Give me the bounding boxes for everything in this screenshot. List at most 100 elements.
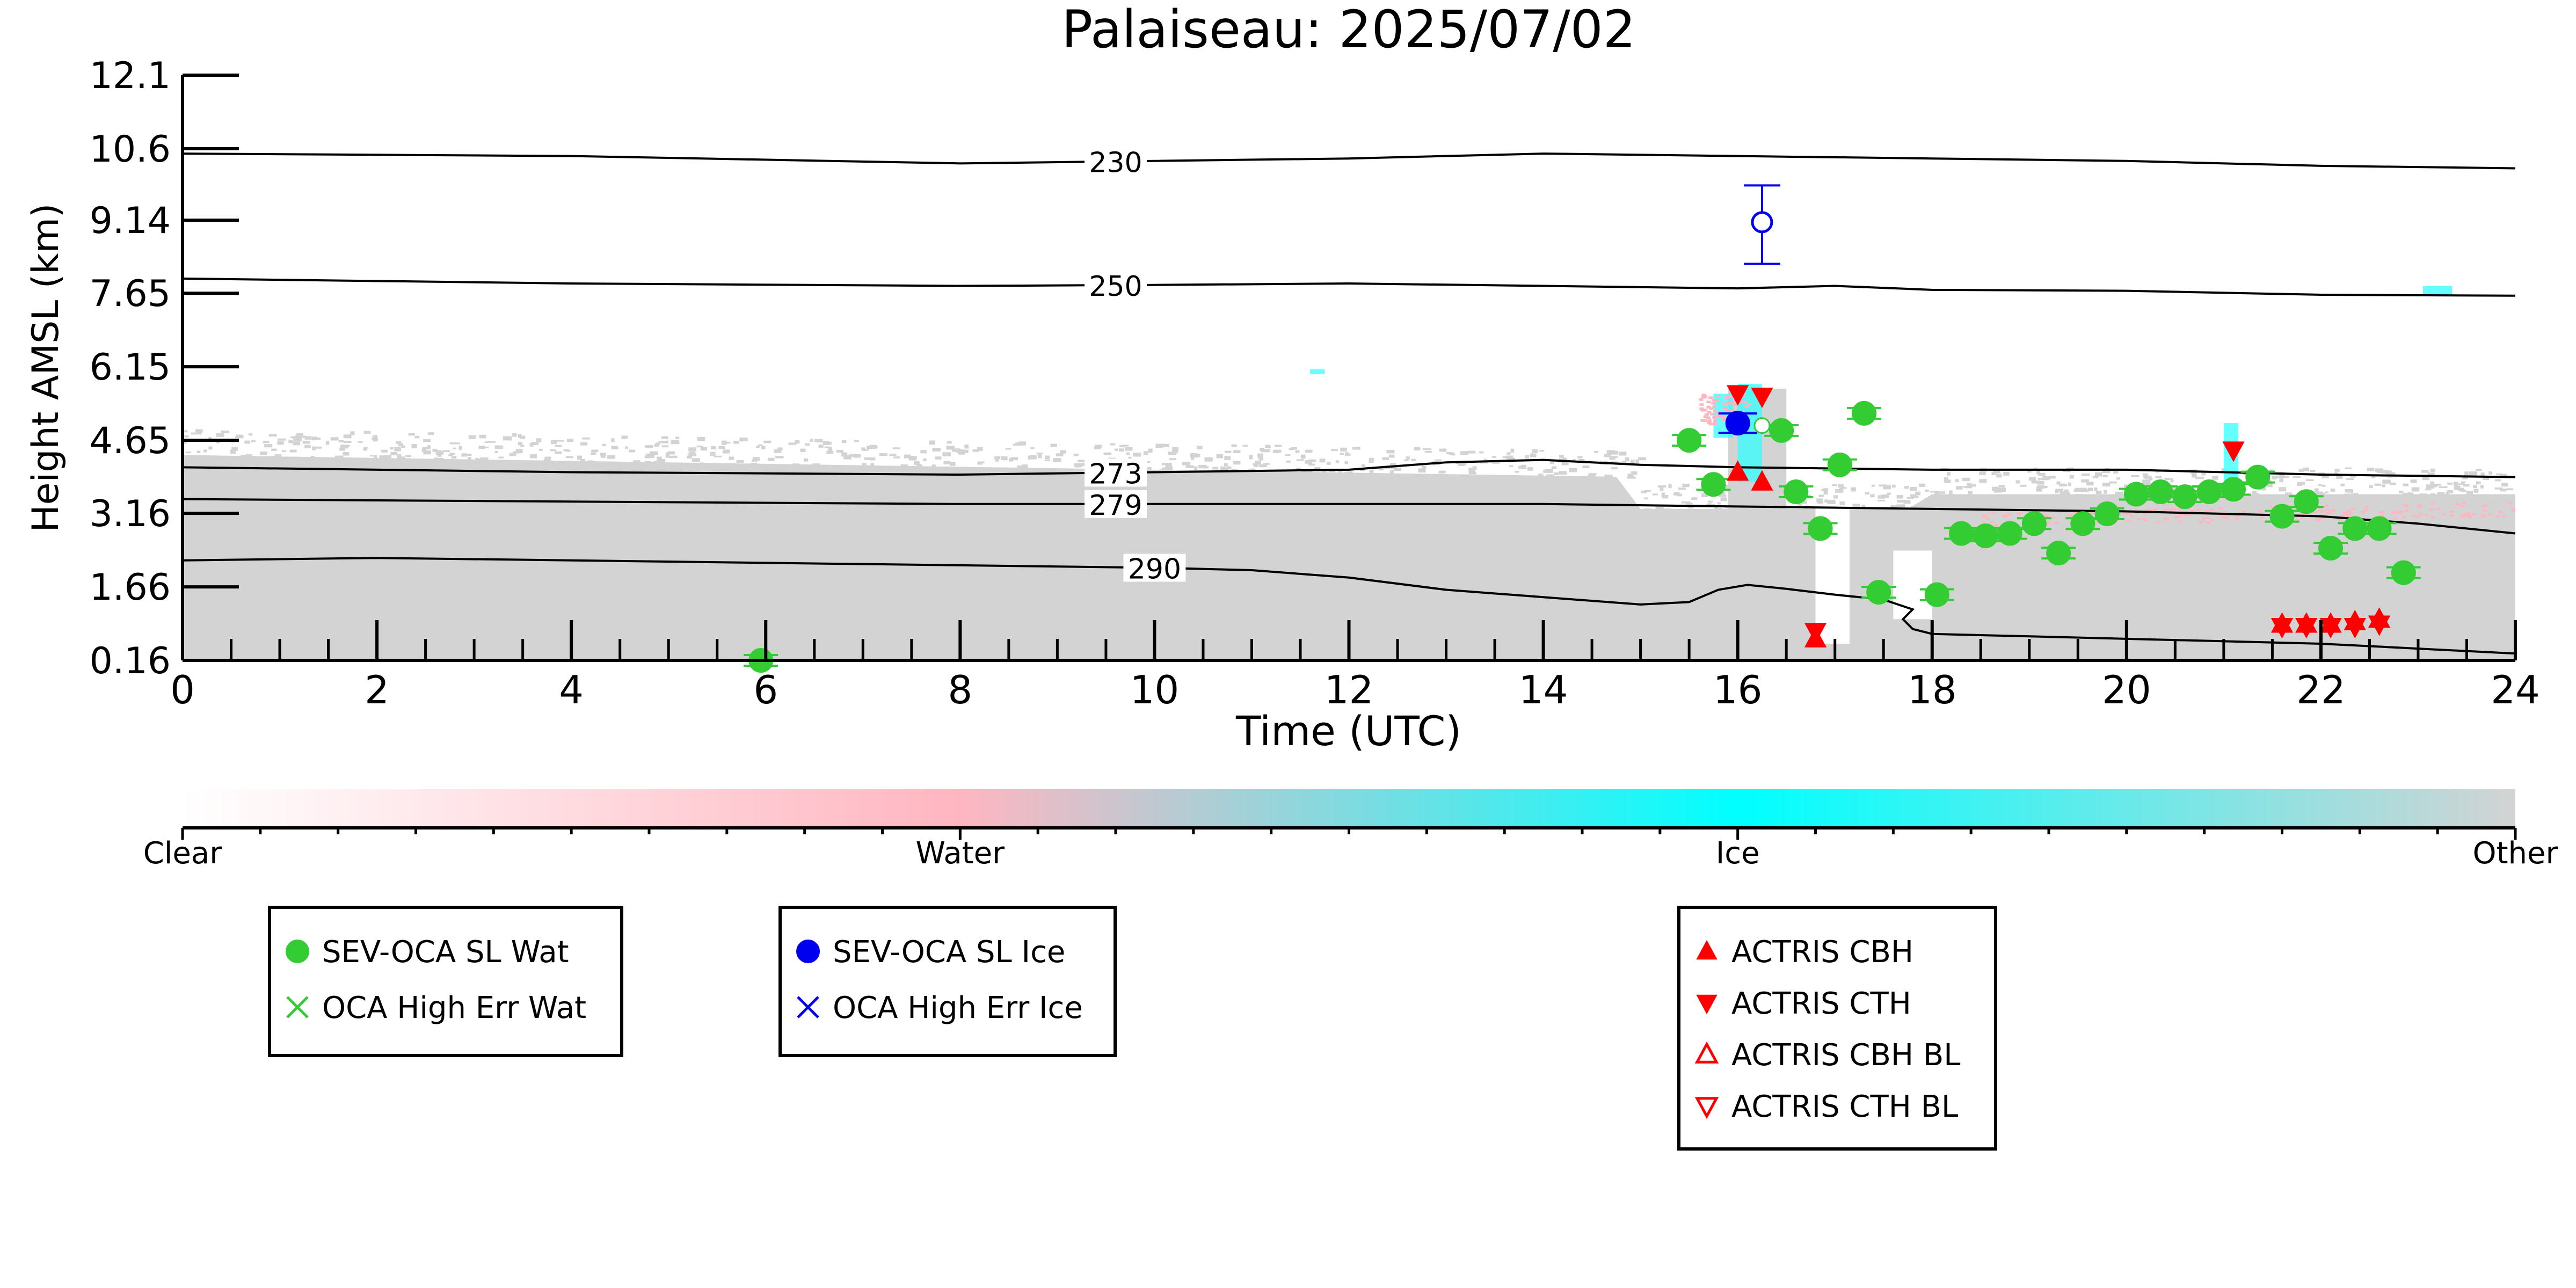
other-speckle — [2404, 492, 2411, 495]
other-speckle — [854, 440, 859, 442]
other-speckle — [1480, 461, 1489, 464]
other-speckle — [733, 441, 739, 444]
y-tick-label: 12.1 — [90, 55, 171, 97]
other-speckle — [2320, 493, 2326, 496]
water-speckle — [2442, 513, 2447, 516]
other-speckle — [483, 446, 489, 448]
other-speckle — [1839, 487, 1843, 492]
other-speckle — [1817, 501, 1823, 504]
contour-label: 230 — [1089, 147, 1142, 179]
other-speckle — [688, 447, 696, 452]
other-speckle — [1274, 445, 1282, 447]
other-speckle — [1673, 492, 1680, 496]
other-speckle — [1655, 505, 1664, 510]
other-speckle — [2346, 490, 2354, 493]
other-speckle — [774, 449, 782, 453]
water-speckle — [2495, 515, 2500, 518]
other-speckle — [2037, 477, 2043, 480]
other-speckle — [1677, 493, 1682, 497]
other-speckle — [2284, 492, 2293, 496]
other-speckle — [2410, 492, 2414, 496]
other-speckle — [1165, 466, 1173, 471]
other-speckle — [2411, 487, 2420, 492]
other-speckle — [600, 453, 606, 457]
other-speckle — [1969, 484, 1976, 487]
water-speckle — [2449, 510, 2454, 513]
other-speckle — [870, 445, 878, 449]
other-speckle — [1944, 477, 1948, 481]
water-speckle — [2051, 516, 2056, 519]
other-speckle — [951, 448, 960, 452]
water-speckle — [2069, 514, 2073, 517]
other-speckle — [1249, 455, 1253, 460]
water-speckle — [1706, 405, 1711, 409]
other-speckle — [2447, 482, 2453, 485]
legend-label: ACTRIS CTH BL — [1731, 1089, 1958, 1124]
other-speckle — [1411, 459, 1416, 461]
point-sev-oca-sl-wat — [2342, 516, 2368, 541]
other-speckle — [1439, 448, 1447, 452]
other-speckle — [1539, 449, 1545, 452]
water-speckle — [2325, 512, 2330, 514]
other-speckle — [601, 455, 606, 459]
contour-250 — [183, 277, 2515, 297]
other-speckle — [2092, 476, 2099, 478]
water-speckle — [2156, 521, 2161, 523]
other-speckle — [1691, 497, 1698, 500]
other-speckle — [1701, 493, 1708, 497]
legend-2: SEV-OCA SL Ice OCA High Err Ice — [778, 906, 1117, 1057]
other-speckle — [1706, 504, 1715, 506]
water-speckle — [2436, 508, 2441, 511]
other-speckle — [484, 441, 489, 443]
other-speckle — [1611, 467, 1618, 470]
other-speckle — [1879, 484, 1887, 487]
other-speckle — [373, 455, 377, 459]
other-speckle — [1878, 495, 1885, 499]
other-speckle — [1638, 457, 1646, 461]
other-speckle — [2398, 490, 2404, 493]
water-speckle — [2200, 520, 2205, 523]
other-speckle — [870, 457, 876, 461]
other-speckle — [1841, 487, 1847, 489]
other-speckle — [2480, 484, 2484, 489]
water-speckle — [2018, 512, 2023, 515]
other-speckle — [183, 435, 189, 438]
retrieval-markers — [744, 184, 2421, 673]
other-speckle — [436, 450, 442, 452]
water-speckle — [2153, 508, 2158, 511]
other-speckle — [2036, 481, 2044, 485]
other-speckle — [1053, 458, 1061, 462]
water-speckle — [2218, 507, 2223, 510]
point-sev-oca-sl-wat — [1997, 521, 2022, 546]
other-speckle — [530, 454, 537, 459]
other-speckle — [461, 453, 467, 457]
other-speckle — [1625, 457, 1629, 462]
other-speckle — [358, 441, 363, 443]
other-speckle — [1414, 447, 1421, 451]
other-speckle — [1610, 456, 1618, 458]
other-speckle — [2430, 493, 2435, 497]
water-speckle — [2271, 505, 2275, 508]
other-speckle — [1665, 508, 1671, 511]
other-speckle — [1074, 463, 1083, 467]
other-speckle — [2430, 484, 2437, 487]
other-speckle — [2056, 481, 2061, 485]
other-speckle — [1110, 443, 1116, 446]
water-speckle — [2242, 510, 2247, 513]
clear-gap — [1893, 550, 1932, 620]
water-speckle — [2095, 521, 2100, 524]
other-speckle — [689, 452, 695, 455]
other-speckle — [468, 435, 476, 439]
other-speckle — [824, 446, 831, 448]
water-speckle — [2090, 512, 2094, 514]
other-speckle — [251, 440, 256, 442]
other-speckle — [1115, 448, 1118, 451]
water-speckle — [1729, 409, 1734, 412]
other-speckle — [1389, 470, 1394, 475]
colorbar-gradient — [183, 789, 2515, 828]
other-speckle — [2322, 474, 2329, 478]
other-speckle — [1992, 470, 1997, 472]
other-speckle — [2351, 493, 2359, 496]
other-speckle — [657, 459, 666, 463]
other-speckle — [1956, 486, 1963, 490]
